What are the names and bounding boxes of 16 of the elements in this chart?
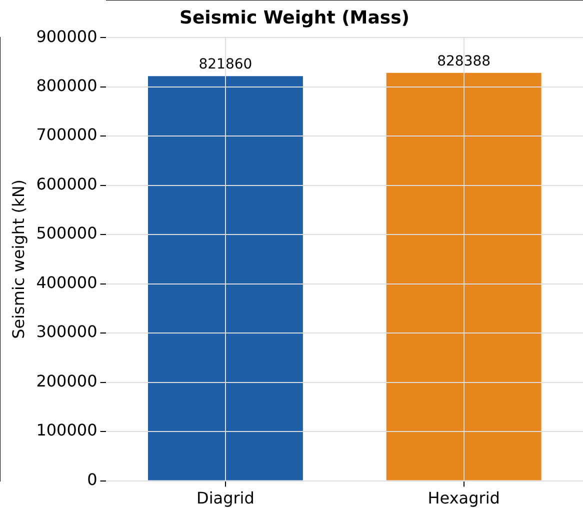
data-label: 828388 — [437, 54, 491, 70]
y-tick-label: 400000 — [36, 272, 98, 292]
y-tick-label: 500000 — [36, 224, 98, 243]
y-tick-label: 300000 — [36, 322, 98, 342]
x-tick-label: Hexagrid — [428, 488, 500, 508]
y-tick-label: 700000 — [36, 125, 98, 144]
y-tick-label: 0 — [87, 470, 98, 489]
data-label: 821860 — [198, 56, 252, 73]
y-tick-label: 100000 — [36, 420, 98, 440]
y-tick-label: 600000 — [36, 174, 98, 194]
y-tick-label: 900000 — [36, 26, 98, 46]
y-axis-title: Seismic weight (kN) — [8, 179, 28, 339]
y-tick-label: 200000 — [36, 371, 98, 390]
x-tick-label: Diagrid — [196, 488, 254, 508]
y-tick-label: 800000 — [36, 76, 98, 95]
chart-title: Seismic Weight (Mass) — [179, 7, 410, 28]
